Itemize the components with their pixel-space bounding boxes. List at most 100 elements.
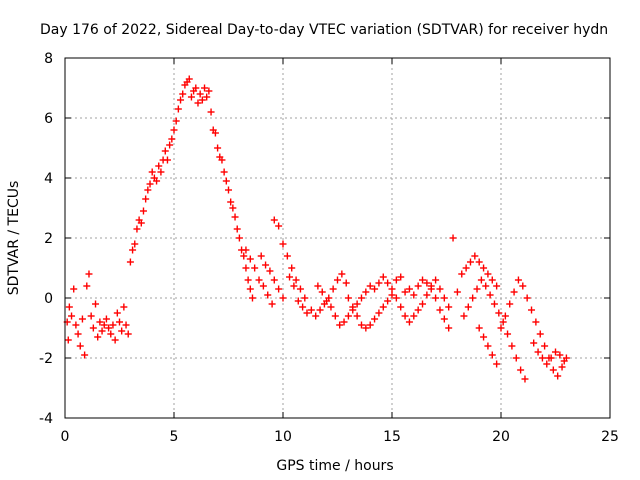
data-point [401,312,409,320]
data-point [246,285,254,293]
data-point [375,309,383,317]
x-tick-label: 5 [170,429,179,445]
y-tick-label: 8 [44,51,53,67]
data-point [357,294,365,302]
data-point [419,300,427,308]
data-point [107,330,115,338]
data-point [76,342,84,350]
data-point [222,177,230,185]
data-point [523,294,531,302]
data-point [323,297,331,305]
data-point [225,186,232,194]
data-point [192,84,200,92]
data-point [218,156,226,164]
data-point [196,90,204,98]
data-point [142,195,150,203]
data-point [111,336,119,344]
data-point [462,264,470,272]
data-point [464,303,472,311]
data-point [480,333,488,341]
data-point [449,234,457,242]
data-point [146,180,154,188]
data-point [187,93,195,101]
data-point [139,207,147,215]
data-point [552,348,559,356]
data-point [340,318,348,326]
data-point [410,291,418,299]
data-point [85,270,93,278]
data-point [480,264,488,272]
data-point [113,309,121,317]
chart-title: Day 176 of 2022, Sidereal Day-to-day VTE… [40,22,608,38]
data-point [371,285,379,293]
data-point [131,240,139,248]
x-axis-label: GPS time / hours [276,458,393,474]
data-point [504,330,512,338]
data-point [205,87,213,95]
data-point [508,342,516,350]
data-point [246,255,254,263]
grid-lines [65,58,610,418]
data-point [185,75,193,83]
data-point [384,297,392,305]
data-point [432,294,440,302]
data-point [488,276,496,284]
y-tick-label: -2 [39,351,53,367]
data-point [303,309,311,317]
data-point [501,312,509,320]
data-point [120,303,128,311]
data-point [353,312,361,320]
data-point [554,372,562,380]
data-point [203,93,211,101]
data-point [153,177,161,185]
data-point [379,273,387,281]
data-point [65,303,73,311]
data-point [257,252,265,260]
data-point [486,291,494,299]
data-point [294,297,302,305]
data-point [549,366,557,374]
data-point [344,312,352,320]
data-point [290,282,298,290]
data-point [270,276,278,284]
data-point [194,99,202,107]
data-point [231,213,239,221]
data-point [312,312,320,320]
data-point [445,324,453,332]
data-point [198,96,206,104]
data-point [397,273,405,281]
data-point [214,144,222,152]
data-point [342,279,350,287]
data-point [519,282,527,290]
data-point [357,321,365,329]
data-point [307,306,315,314]
data-point [556,351,564,359]
data-point [560,357,568,365]
data-point [392,276,400,284]
data-point [170,126,178,134]
x-tick-label: 0 [61,429,70,445]
data-point [137,219,145,227]
data-point [299,303,307,311]
data-point [334,276,341,284]
data-point [157,168,165,176]
data-point [248,294,256,302]
data-point [530,339,538,347]
data-point [72,321,80,329]
data-point [488,351,496,359]
data-point [477,276,485,284]
y-tick-label: 4 [44,171,53,187]
data-point [475,324,483,332]
x-tick-label: 20 [492,429,510,445]
data-point [497,324,505,332]
data-point [405,285,413,293]
data-point [279,294,287,302]
data-point [414,282,422,290]
data-point [301,294,309,302]
data-point [172,117,180,125]
data-point [122,321,130,329]
data-point [344,294,352,302]
data-point [264,291,272,299]
data-point [414,306,422,314]
